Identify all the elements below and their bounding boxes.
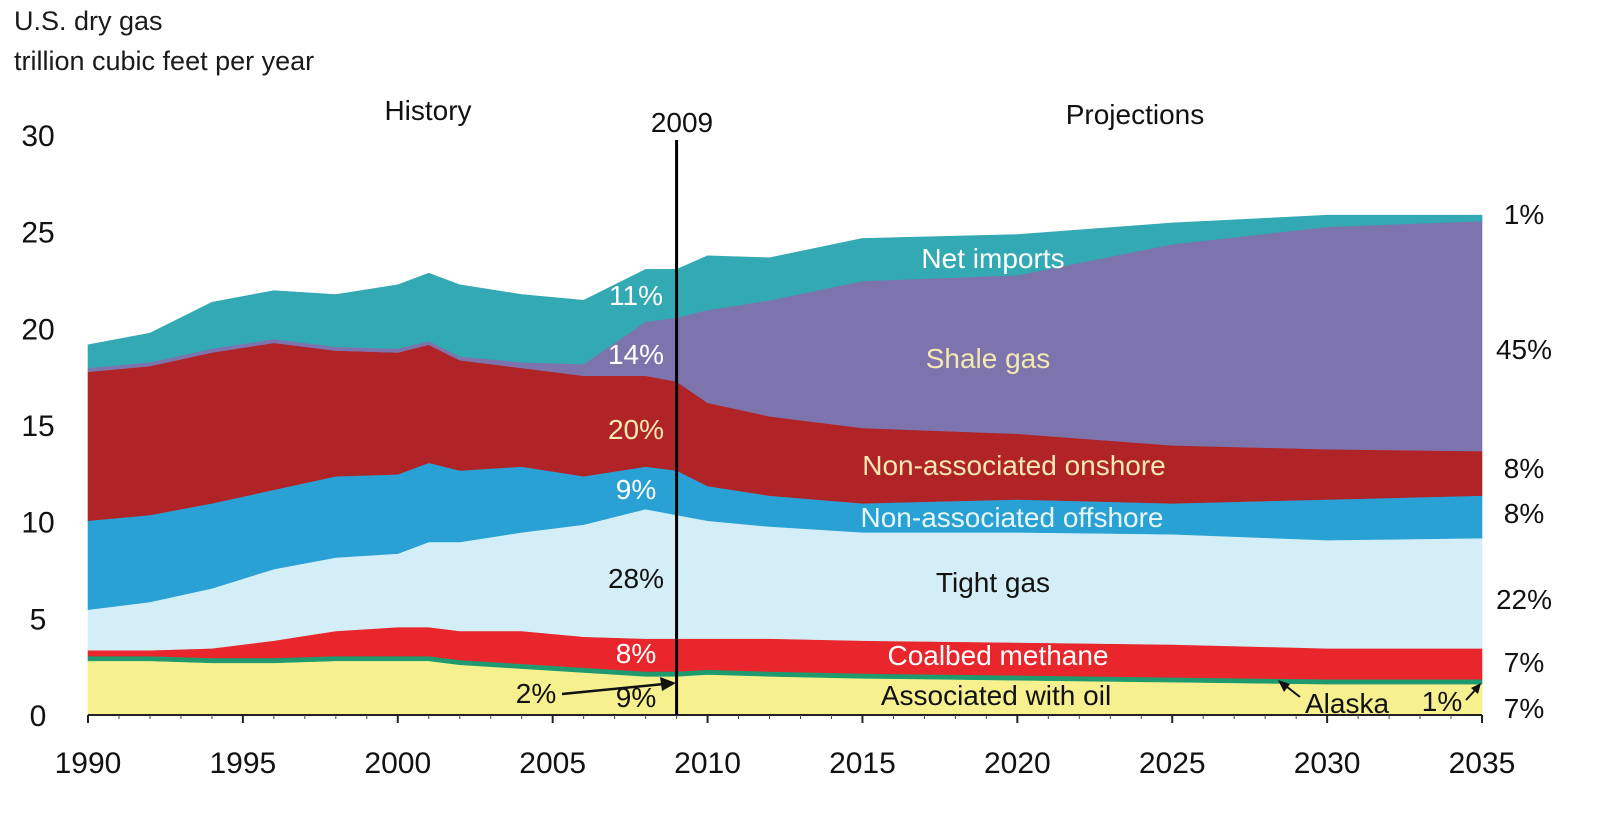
y-axis-title-line1: U.S. dry gas bbox=[14, 6, 163, 36]
pct-2009-non-associated-onshore: 20% bbox=[608, 414, 664, 445]
y-tick-label: 0 bbox=[30, 700, 47, 733]
alaska-callout-2pct: 2% bbox=[516, 678, 556, 709]
x-tick-label: 2035 bbox=[1449, 747, 1516, 780]
pct-2035-net-imports: 1% bbox=[1504, 199, 1544, 230]
pct-2009-coalbed-methane: 8% bbox=[616, 638, 656, 669]
series-label-coalbed-methane: Coalbed methane bbox=[887, 640, 1108, 671]
divider-year-label: 2009 bbox=[651, 107, 713, 138]
x-tick-label: 2005 bbox=[519, 747, 586, 780]
series-label-net-imports: Net imports bbox=[921, 243, 1064, 274]
pct-2009-tight-gas: 28% bbox=[608, 563, 664, 594]
alaska-left-arrowhead bbox=[1278, 680, 1290, 692]
pct-2009-shale-gas: 14% bbox=[608, 339, 664, 370]
x-tick-label: 1995 bbox=[210, 747, 277, 780]
y-axis: 0 5 10 15 20 25 30 bbox=[21, 120, 54, 733]
x-tick-label: 2020 bbox=[984, 747, 1051, 780]
pct-2035-coalbed-methane: 7% bbox=[1504, 647, 1544, 678]
alaska-label: Alaska bbox=[1305, 688, 1389, 719]
pct-2035-associated-with-oil: 7% bbox=[1504, 693, 1544, 724]
y-axis-title-line2: trillion cubic feet per year bbox=[14, 46, 315, 76]
series-label-non-associated-onshore: Non-associated onshore bbox=[862, 450, 1166, 481]
series-label-non-associated-offshore: Non-associated offshore bbox=[861, 502, 1164, 533]
history-label: History bbox=[384, 95, 471, 126]
y-tick-label: 10 bbox=[21, 507, 54, 540]
x-tick-label: 2015 bbox=[829, 747, 896, 780]
pct-2009-non-associated-offshore: 9% bbox=[616, 474, 656, 505]
y-tick-label: 5 bbox=[30, 603, 47, 636]
x-tick-label: 2030 bbox=[1294, 747, 1361, 780]
projections-label: Projections bbox=[1066, 99, 1205, 130]
x-tick-label: 2025 bbox=[1139, 747, 1206, 780]
alaska-2pct-arrowhead bbox=[660, 677, 676, 691]
area-net-imports bbox=[87, 214, 1483, 369]
pct-2035-tight-gas: 22% bbox=[1496, 584, 1552, 615]
pct-2035-non-associated-onshore: 8% bbox=[1504, 453, 1544, 484]
y-tick-label: 15 bbox=[21, 410, 54, 443]
x-axis: 1990 1995 2000 2005 2010 2015 2020 2025 2030 2035 bbox=[55, 714, 1516, 780]
x-tick-label: 2000 bbox=[364, 747, 431, 780]
x-tick-label: 2010 bbox=[674, 747, 741, 780]
pct-2009-net-imports: 11% bbox=[609, 280, 663, 311]
y-tick-label: 25 bbox=[21, 217, 54, 250]
pct-2035-non-associated-offshore: 8% bbox=[1504, 498, 1544, 529]
alaska-callout-1pct: 1% bbox=[1422, 686, 1462, 717]
alaska-right-arrowhead bbox=[1471, 683, 1481, 694]
x-tick-label: 1990 bbox=[55, 747, 122, 780]
y-tick-label: 30 bbox=[21, 120, 54, 153]
series-label-tight-gas: Tight gas bbox=[936, 567, 1050, 598]
area-layers bbox=[87, 214, 1483, 716]
pct-2035-shale-gas: 45% bbox=[1496, 334, 1552, 365]
series-label-shale-gas: Shale gas bbox=[926, 343, 1051, 374]
y-tick-label: 20 bbox=[21, 313, 54, 346]
alaska-2pct-arrow-line bbox=[561, 682, 665, 696]
series-label-associated-with-oil: Associated with oil bbox=[881, 680, 1111, 711]
